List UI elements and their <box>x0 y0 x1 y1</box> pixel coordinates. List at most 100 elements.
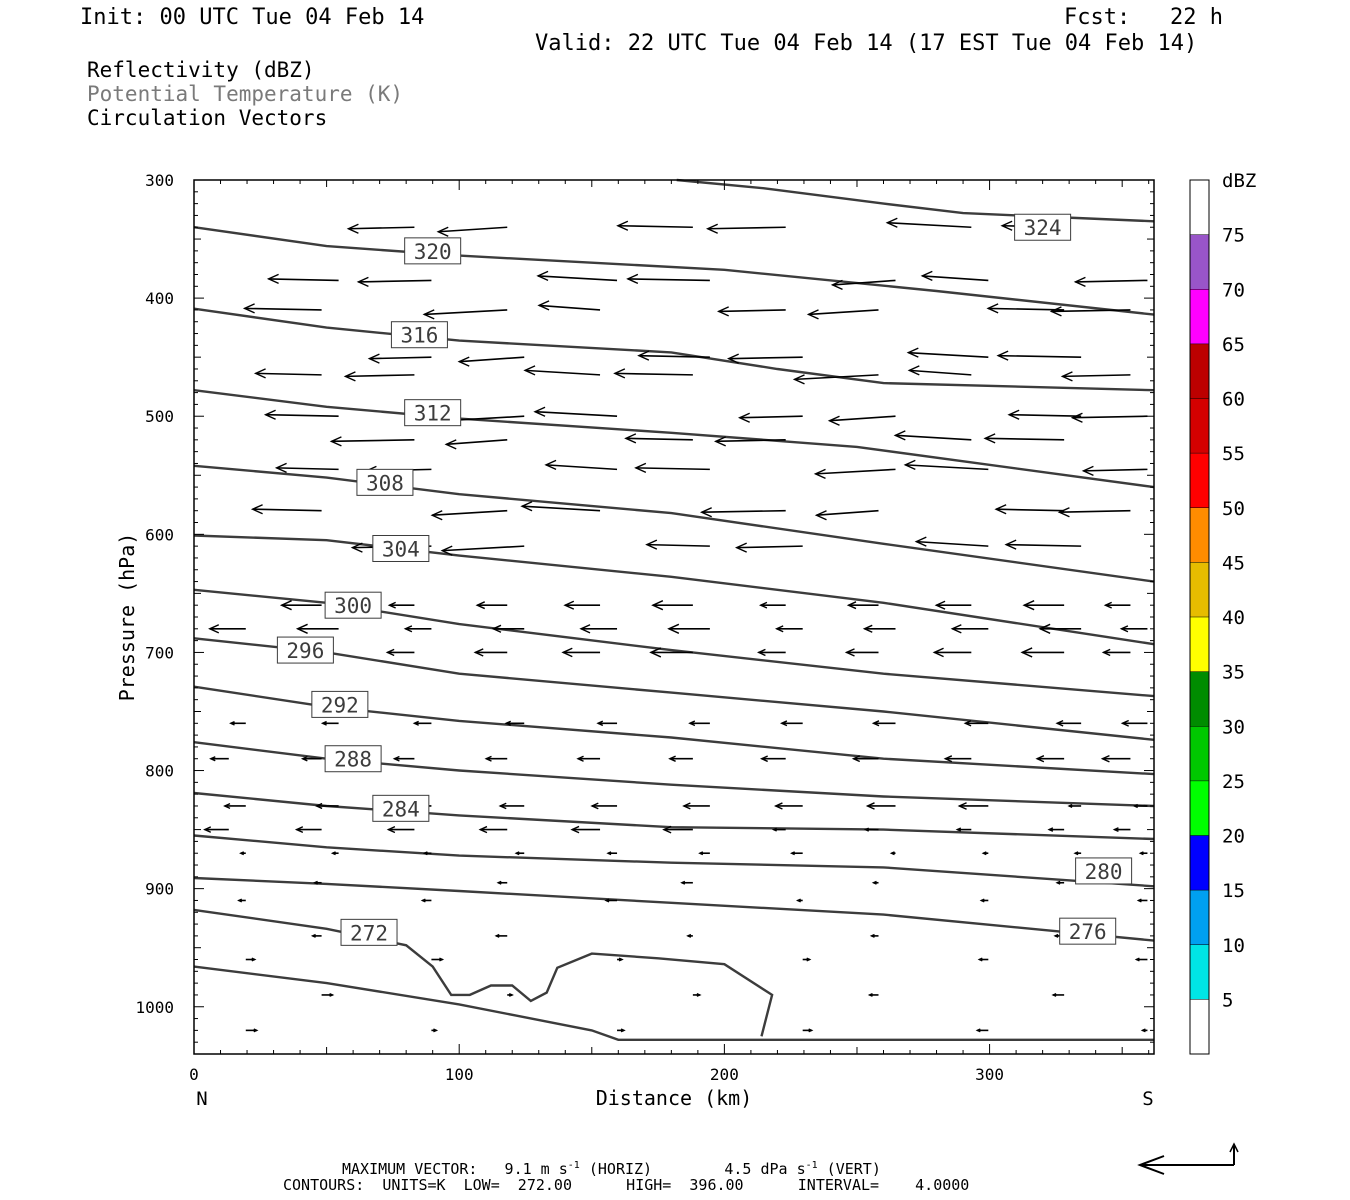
colorbar-label-65: 65 <box>1222 334 1245 356</box>
x-tick-label-100: 100 <box>445 1065 474 1084</box>
x-end-label-right: S <box>1142 1088 1153 1110</box>
x-tick-label-200: 200 <box>710 1065 739 1084</box>
colorbar-label-40: 40 <box>1222 607 1245 629</box>
vector-arrow <box>792 374 879 385</box>
y-tick-label-600: 600 <box>145 525 174 544</box>
vector-arrow <box>649 647 693 658</box>
vector-arrow <box>367 353 432 364</box>
vector-arrow <box>245 957 257 962</box>
vector-arrow <box>645 539 710 550</box>
vector-arrow <box>436 226 508 237</box>
vector-arrow <box>616 220 693 231</box>
vector-arrow <box>431 957 445 962</box>
vector-arrow <box>440 545 525 556</box>
vector-arrow <box>312 880 322 885</box>
vector-arrow <box>699 507 786 518</box>
colorbar-label-70: 70 <box>1222 279 1245 301</box>
colorbar-segment <box>1190 999 1209 1054</box>
vector-arrow <box>651 600 693 611</box>
vector-arrow <box>983 433 1065 444</box>
y-axis-label: Pressure (hPa) <box>115 533 139 702</box>
colorbar-label-55: 55 <box>1222 443 1245 465</box>
vector-arrow <box>422 309 508 320</box>
vector-arrow <box>536 270 618 282</box>
vector-arrow <box>682 802 710 810</box>
contour-label-292: 292 <box>311 690 369 718</box>
vector-arrow <box>343 371 415 382</box>
theta-contour-324 <box>676 178 1155 223</box>
svg-text:280: 280 <box>1085 860 1123 884</box>
vector-arrow <box>1100 754 1131 763</box>
vector-arrow <box>994 504 1065 515</box>
theta-contour-lowest <box>193 965 1154 1041</box>
colorbar-label-30: 30 <box>1222 716 1245 738</box>
vector-arrow <box>893 430 972 441</box>
vector-arrow <box>759 755 786 763</box>
vector-arrow <box>491 624 525 633</box>
contour-label-312: 312 <box>404 399 462 427</box>
vector-arrow <box>386 826 415 834</box>
vector-arrow <box>496 880 508 885</box>
vector-arrow <box>346 223 415 234</box>
svg-text:320: 320 <box>414 240 452 264</box>
colorbar-segment <box>1190 671 1209 727</box>
theta-contour-labels: 324 320 316 312 308 304 300 296 292 288 284 280 276 2… <box>276 213 1133 946</box>
vector-arrow <box>903 459 989 471</box>
vector-arrow <box>579 624 618 634</box>
theta-contour-280 <box>193 834 1155 888</box>
contour-label-320: 320 <box>404 237 462 265</box>
vector-arrow <box>561 647 601 658</box>
vector-arrow <box>667 623 710 634</box>
circulation-vectors <box>203 217 1148 1033</box>
colorbar-segment <box>1190 890 1209 945</box>
vector-arrow <box>392 755 415 762</box>
colorbar-label-15: 15 <box>1222 880 1245 902</box>
theta-contour-284 <box>193 791 1155 841</box>
colorbar-segment <box>1190 343 1209 399</box>
colorbar-label-75: 75 <box>1222 225 1245 247</box>
theta-contour-312 <box>193 389 1155 489</box>
vector-arrow <box>484 755 508 762</box>
colorbar-label-5: 5 <box>1222 989 1233 1011</box>
colorbar-segment <box>1190 234 1209 290</box>
contour-label-288: 288 <box>324 745 382 773</box>
x-tick-label-300: 300 <box>975 1065 1004 1084</box>
vector-arrow <box>606 851 618 856</box>
colorbar-label-35: 35 <box>1222 662 1245 684</box>
vector-arrow <box>688 720 710 727</box>
x-tick-label-0: 0 <box>189 1065 199 1084</box>
vector-arrow <box>523 365 601 376</box>
vector-arrow <box>300 755 322 762</box>
vector-arrow <box>242 303 322 314</box>
svg-text:272: 272 <box>350 921 388 945</box>
vector-arrow <box>203 826 229 833</box>
vector-arrow <box>403 625 432 633</box>
vector-arrow <box>1055 719 1082 727</box>
vector-arrow <box>356 276 432 288</box>
contour-label-324: 324 <box>1014 213 1072 241</box>
vector-arrow <box>533 406 618 418</box>
vector-arrow <box>626 273 710 285</box>
contour-label-304: 304 <box>372 534 430 562</box>
vector-arrow <box>237 898 246 903</box>
contour-info: CONTOURS: UNITS=K LOW= 272.00 HIGH= 396.… <box>283 1176 970 1194</box>
vector-arrow <box>310 933 322 938</box>
vector-arrow <box>789 851 803 856</box>
colorbar-label-50: 50 <box>1222 498 1245 520</box>
vector-arrow <box>963 720 989 727</box>
y-tick-label-700: 700 <box>145 643 174 662</box>
vector-arrow <box>478 825 508 834</box>
vector-arrow <box>617 1028 626 1033</box>
vector-arrow <box>1101 648 1131 657</box>
vector-arrow <box>596 720 618 727</box>
vector-arrow <box>698 851 710 856</box>
vector-arrow <box>504 720 525 726</box>
svg-text:308: 308 <box>366 471 404 495</box>
vector-arrow <box>617 957 624 962</box>
field-potential-temperature: Potential Temperature (K) <box>87 82 404 106</box>
vector-arrow <box>1022 600 1065 611</box>
vector-arrow <box>1073 276 1148 288</box>
forecast-hour: Fcst: 22 h <box>1064 5 1223 30</box>
vector-arrow <box>1132 803 1148 809</box>
vector-arrow <box>705 223 786 234</box>
